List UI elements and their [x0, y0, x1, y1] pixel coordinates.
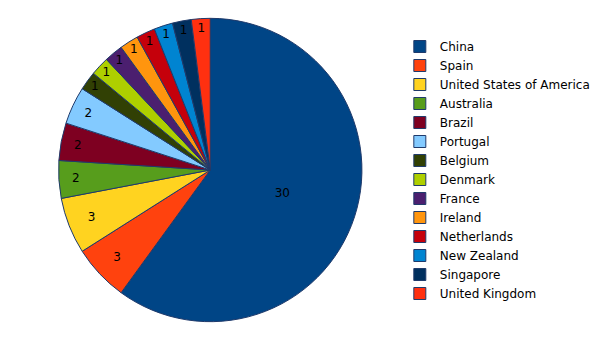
svg-text:1: 1 [162, 27, 170, 41]
svg-text:France: France [440, 192, 480, 206]
svg-text:3: 3 [88, 210, 96, 224]
svg-text:United States of America: United States of America [440, 78, 590, 92]
svg-text:3: 3 [113, 250, 121, 264]
svg-text:Spain: Spain [440, 59, 474, 73]
svg-text:China: China [440, 40, 474, 54]
svg-text:Brazil: Brazil [440, 116, 474, 130]
svg-text:30: 30 [275, 186, 290, 200]
svg-text:1: 1 [91, 79, 99, 93]
svg-text:1: 1 [146, 34, 154, 48]
svg-text:United Kingdom: United Kingdom [440, 287, 536, 301]
svg-text:Singapore: Singapore [440, 268, 501, 282]
svg-text:1: 1 [130, 42, 138, 56]
svg-text:Portugal: Portugal [440, 135, 490, 149]
svg-text:Ireland: Ireland [440, 211, 482, 225]
svg-text:Australia: Australia [440, 97, 493, 111]
svg-text:2: 2 [72, 171, 80, 185]
svg-text:Netherlands: Netherlands [440, 230, 513, 244]
svg-text:Denmark: Denmark [440, 173, 495, 187]
svg-text:2: 2 [84, 106, 92, 120]
svg-text:1: 1 [115, 53, 123, 67]
svg-text:1: 1 [197, 21, 205, 35]
svg-text:Belgium: Belgium [440, 154, 489, 168]
svg-text:2: 2 [74, 138, 82, 152]
svg-text:New Zealand: New Zealand [440, 249, 519, 263]
svg-text:1: 1 [102, 65, 110, 79]
svg-text:1: 1 [180, 23, 188, 37]
